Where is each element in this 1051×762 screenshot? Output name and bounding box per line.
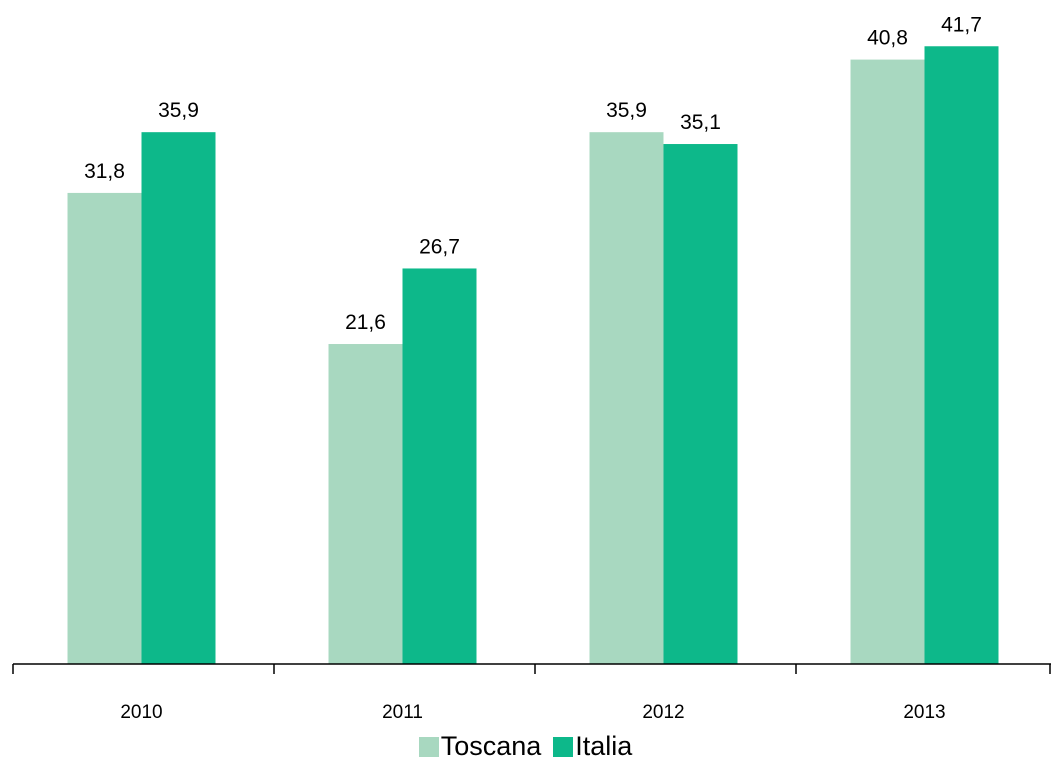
x-tick-label-2010: 2010 <box>120 702 162 723</box>
x-tick-label-2012: 2012 <box>642 702 684 723</box>
legend-item-italia: Italia <box>553 731 632 762</box>
bar-toscana-2010 <box>67 192 142 664</box>
bar-italia-2013 <box>924 46 999 665</box>
data-label-italia-2011: 26,7 <box>419 235 460 258</box>
x-tick-label-2011: 2011 <box>382 702 423 723</box>
bar-italia-2011 <box>402 268 477 664</box>
data-label-toscana-2012: 35,9 <box>606 99 647 122</box>
data-label-italia-2012: 35,1 <box>680 111 721 134</box>
legend: Toscana Italia <box>0 731 1051 762</box>
legend-swatch-toscana <box>418 736 439 757</box>
x-tick-label-2013: 2013 <box>903 702 945 723</box>
legend-item-toscana: Toscana <box>418 731 542 762</box>
legend-label-italia: Italia <box>575 731 633 761</box>
data-label-italia-2010: 35,9 <box>158 99 199 122</box>
bar-chart: 31,8 35,9 2010 21,6 26,7 2011 35,9 35,1 2012 40,8… <box>12 13 1051 723</box>
data-label-italia-2013: 41,7 <box>941 13 982 36</box>
bar-italia-2012 <box>663 144 738 664</box>
legend-swatch-italia <box>553 736 574 757</box>
legend-label-toscana: Toscana <box>440 731 542 761</box>
bar-italia-2010 <box>141 132 216 665</box>
data-label-toscana-2013: 40,8 <box>867 27 908 50</box>
bar-toscana-2011 <box>328 344 403 664</box>
data-label-toscana-2011: 21,6 <box>345 311 386 334</box>
data-label-toscana-2010: 31,8 <box>84 160 125 183</box>
bar-toscana-2012 <box>589 132 664 665</box>
bar-toscana-2013 <box>850 59 925 664</box>
